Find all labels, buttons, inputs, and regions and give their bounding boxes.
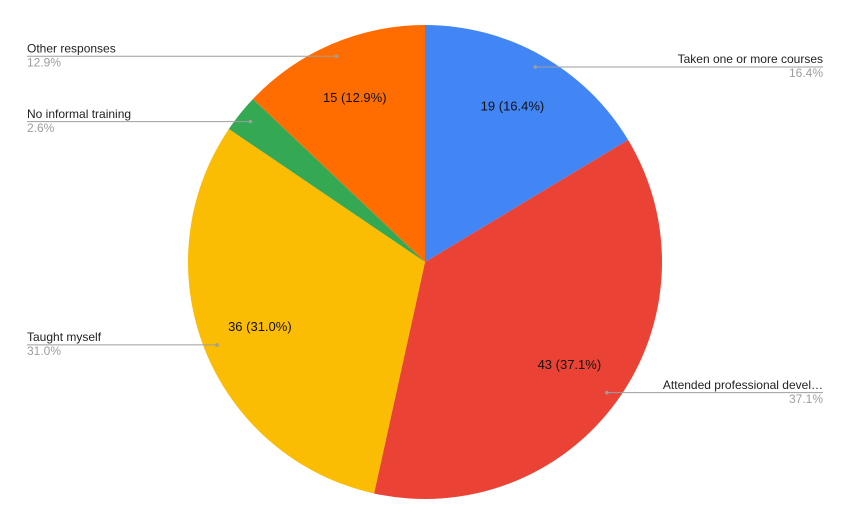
- legend-label: Other responses: [27, 41, 116, 55]
- pie-slice: [228, 99, 425, 262]
- pie-slice: [252, 25, 425, 262]
- slice-label: 15 (12.9%): [323, 90, 387, 105]
- legend-percent: 37.1%: [789, 392, 823, 406]
- pie-slice: [425, 25, 629, 262]
- legend-label: Taught myself: [27, 330, 102, 344]
- legend-label: Attended professional devel…: [663, 378, 823, 392]
- legend-percent: 12.9%: [27, 55, 61, 69]
- slice-label: 36 (31.0%): [228, 319, 292, 334]
- leader-dot: [533, 65, 538, 69]
- legend-percent: 16.4%: [789, 66, 823, 80]
- legend-label: No informal training: [27, 107, 131, 121]
- leader-dot: [248, 119, 253, 124]
- leader-dot: [334, 54, 339, 59]
- legend-percent: 2.6%: [27, 121, 55, 135]
- legend-percent: 31.0%: [27, 344, 61, 358]
- legend-label: Taken one or more courses: [678, 52, 823, 66]
- slice-label: 19 (16.4%): [481, 99, 545, 114]
- slice-label: 43 (37.1%): [538, 357, 602, 372]
- pie-slice: [188, 128, 425, 494]
- leader-dot: [605, 390, 609, 395]
- pie-slice: [374, 139, 662, 500]
- leader-dot: [215, 343, 219, 347]
